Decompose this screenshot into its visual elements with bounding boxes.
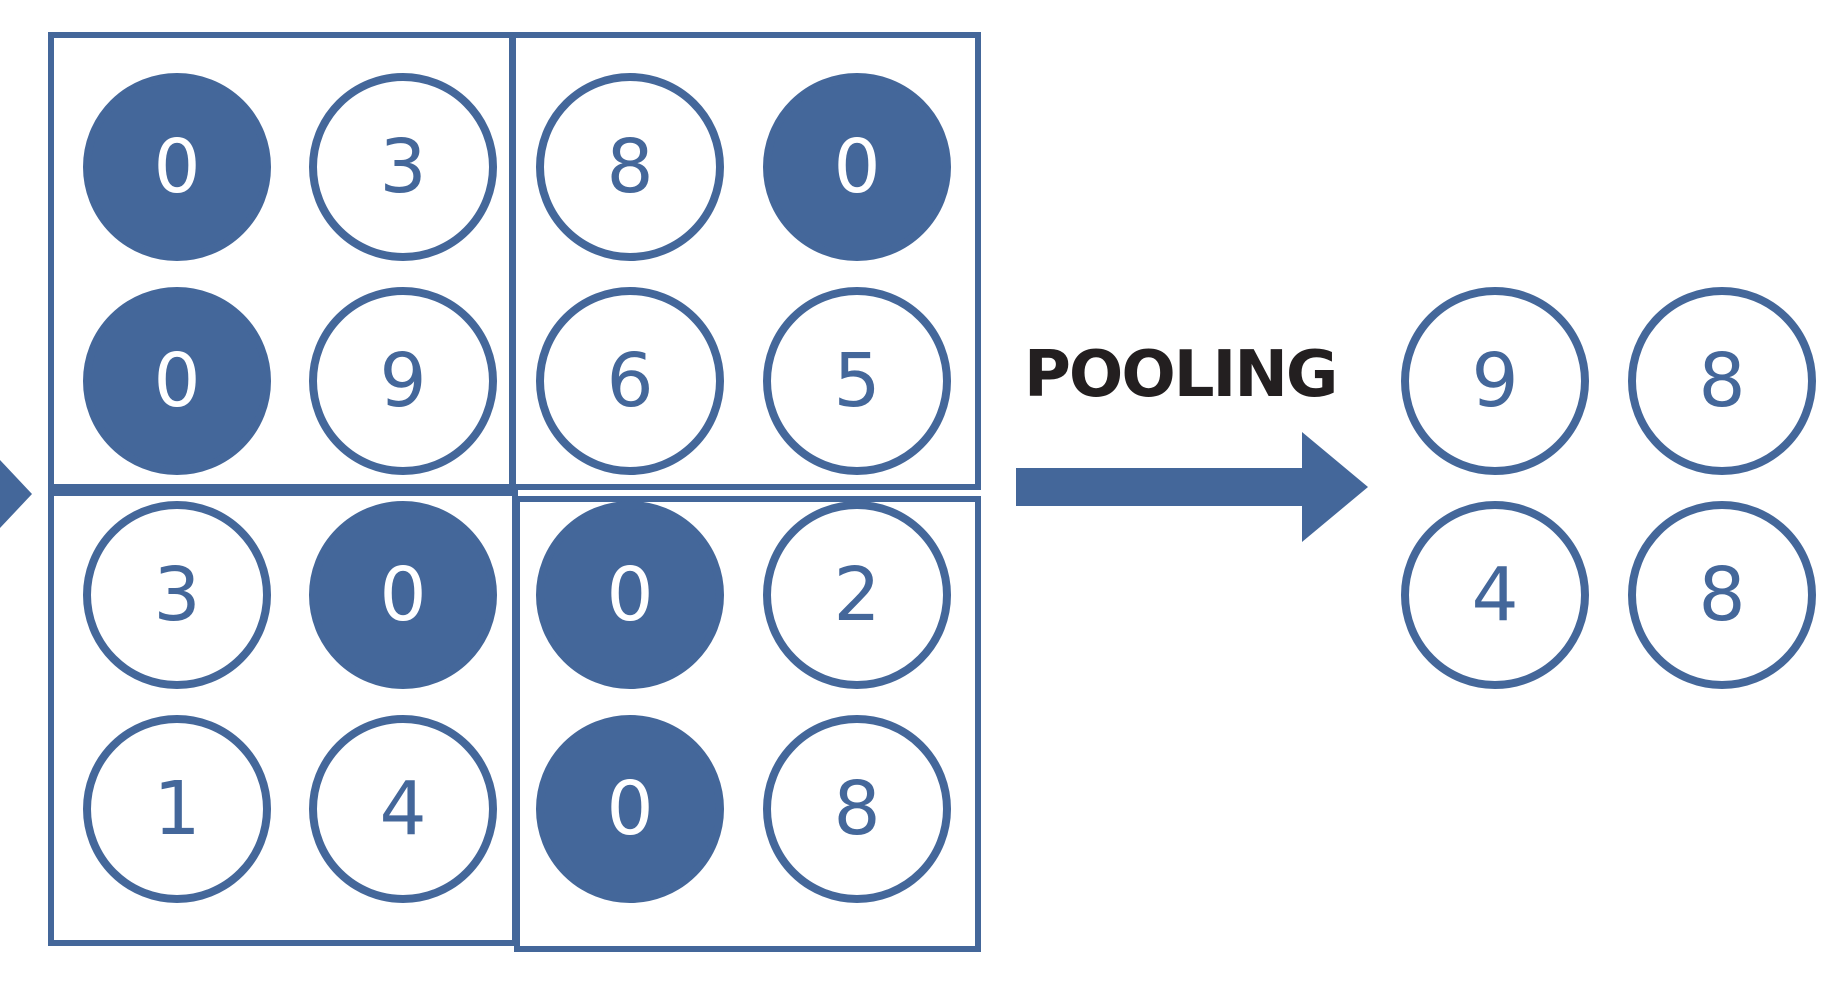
input-cell-r4-c2: 4 bbox=[309, 715, 497, 903]
pooling-arrow-icon bbox=[1016, 432, 1368, 542]
input-cell-r2-c2: 9 bbox=[309, 287, 497, 475]
incoming-arrow-icon bbox=[0, 460, 32, 528]
input-cell-r3-c1: 3 bbox=[83, 501, 271, 689]
input-cell-r1-c2: 3 bbox=[309, 73, 497, 261]
pool-window-top-right bbox=[509, 32, 981, 490]
output-cell-r1-c2: 8 bbox=[1628, 287, 1816, 475]
input-cell-r4-c4: 8 bbox=[763, 715, 951, 903]
input-cell-r2-c3: 6 bbox=[536, 287, 724, 475]
input-cell-r4-c3: 0 bbox=[536, 715, 724, 903]
output-cell-r2-c1: 4 bbox=[1401, 501, 1589, 689]
input-cell-r4-c1: 1 bbox=[83, 715, 271, 903]
pooling-label: POOLING bbox=[1024, 338, 1338, 412]
pool-window-bottom-right bbox=[514, 496, 981, 952]
input-cell-r1-c4: 0 bbox=[763, 73, 951, 261]
input-cell-r3-c2: 0 bbox=[309, 501, 497, 689]
output-cell-r2-c2: 8 bbox=[1628, 501, 1816, 689]
input-cell-r2-c1: 0 bbox=[83, 287, 271, 475]
input-cell-r3-c4: 2 bbox=[763, 501, 951, 689]
input-cell-r1-c3: 8 bbox=[536, 73, 724, 261]
input-cell-r1-c1: 0 bbox=[83, 73, 271, 261]
input-cell-r2-c4: 5 bbox=[763, 287, 951, 475]
input-cell-r3-c3: 0 bbox=[536, 501, 724, 689]
output-cell-r1-c1: 9 bbox=[1401, 287, 1589, 475]
